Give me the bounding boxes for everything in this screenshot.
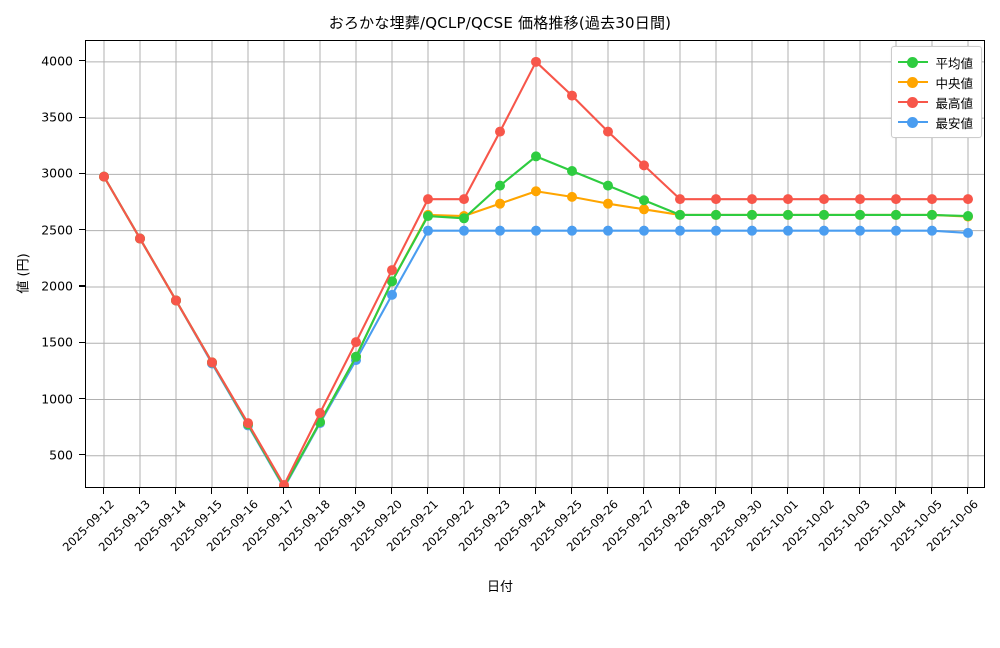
y-tick-label: 3500: [41, 109, 73, 125]
legend-marker-icon: [898, 115, 929, 129]
x-tick-mark: [966, 488, 968, 494]
y-tick-label: 500: [49, 447, 73, 463]
legend-item[interactable]: 最高値: [898, 92, 973, 112]
x-tick-mark: [498, 488, 500, 494]
x-tick-mark: [858, 488, 860, 494]
x-tick-mark: [786, 488, 788, 494]
legend-label: 最高値: [935, 95, 973, 111]
legend-item[interactable]: 最安値: [898, 112, 973, 132]
grid-lines: [86, 41, 984, 487]
plot-area: [85, 40, 985, 488]
x-tick-mark: [282, 488, 284, 494]
x-tick-mark: [570, 488, 572, 494]
y-tick-mark: [79, 454, 85, 456]
y-tick-label: 2000: [41, 278, 73, 294]
y-tick-mark: [79, 398, 85, 400]
x-tick-mark: [750, 488, 752, 494]
x-tick-mark: [930, 488, 932, 494]
y-tick-mark: [79, 116, 85, 118]
x-tick-mark: [678, 488, 680, 494]
series-canvas: [86, 41, 984, 487]
y-tick-mark: [79, 229, 85, 231]
y-tick-label: 1000: [41, 391, 73, 406]
legend-item[interactable]: 平均値: [898, 52, 973, 72]
x-tick-mark: [390, 488, 392, 494]
legend-marker-icon: [898, 75, 929, 89]
y-tick-label: 4000: [41, 53, 73, 69]
x-tick-mark: [210, 488, 212, 494]
x-tick-mark: [426, 488, 428, 494]
legend-marker-icon: [898, 95, 929, 109]
y-tick-mark: [79, 341, 85, 343]
legend-label: 最安値: [935, 115, 973, 131]
legend-label: 中央値: [935, 75, 973, 91]
y-axis-tick-labels: 500 1000 1500 2000 2500 3000 3500 4000: [0, 0, 73, 600]
chart-legend: 平均値中央値最高値最安値: [891, 46, 982, 138]
x-tick-mark: [822, 488, 824, 494]
x-tick-mark: [714, 488, 716, 494]
x-tick-mark: [138, 488, 140, 494]
legend-marker-icon: [898, 55, 929, 69]
x-tick-mark: [174, 488, 176, 494]
chart-figure: おろかな埋葬/QCLP/QCSE 価格推移(過去30日間) 500 1000 150…: [0, 0, 985, 600]
x-tick-mark: [534, 488, 536, 494]
y-axis-label: 値 (円): [16, 253, 32, 294]
y-tick-mark: [79, 60, 85, 62]
y-tick-mark: [79, 285, 85, 287]
x-tick-mark: [606, 488, 608, 494]
series-2: [99, 56, 973, 487]
x-tick-mark: [246, 488, 248, 494]
x-tick-mark: [462, 488, 464, 494]
x-tick-mark: [318, 488, 320, 494]
y-tick-label: 2500: [41, 222, 73, 238]
y-tick-label: 3000: [41, 165, 73, 181]
y-tick-label: 1500: [41, 334, 73, 350]
x-tick-mark: [354, 488, 356, 494]
x-axis-label: 日付: [486, 580, 513, 595]
chart-title: おろかな埋葬/QCLP/QCSE 価格推移(過去30日間): [328, 14, 672, 32]
x-tick-mark: [894, 488, 896, 494]
legend-label: 平均値: [935, 55, 973, 71]
x-tick-mark: [102, 488, 104, 494]
legend-item[interactable]: 中央値: [898, 72, 973, 92]
x-tick-mark: [642, 488, 644, 494]
y-tick-mark: [79, 172, 85, 174]
